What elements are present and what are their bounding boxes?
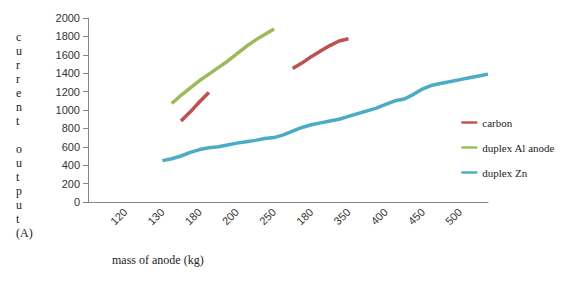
svg-text:1000: 1000 [56, 104, 80, 116]
svg-text:(A): (A) [16, 226, 33, 240]
svg-text:400: 400 [62, 159, 80, 171]
svg-text:600: 600 [62, 141, 80, 153]
svg-text:n: n [16, 100, 22, 114]
svg-text:0: 0 [74, 196, 80, 208]
svg-text:r: r [16, 72, 20, 86]
svg-text:120: 120 [108, 206, 129, 227]
svg-text:duplex Al anode: duplex Al anode [482, 142, 554, 154]
svg-text:t: t [16, 170, 20, 184]
svg-text:mass of anode (kg): mass of anode (kg) [112, 253, 204, 267]
svg-text:r: r [16, 58, 20, 72]
svg-text:p: p [16, 184, 22, 198]
svg-text:200: 200 [62, 178, 80, 190]
svg-text:2000: 2000 [56, 12, 80, 24]
svg-text:200: 200 [220, 206, 241, 227]
svg-text:u: u [16, 198, 22, 212]
svg-text:carbon: carbon [482, 117, 512, 129]
svg-text:c: c [16, 30, 21, 44]
svg-text:t: t [16, 114, 20, 128]
svg-text:180: 180 [294, 206, 315, 227]
svg-text:800: 800 [62, 122, 80, 134]
svg-text:1800: 1800 [56, 30, 80, 42]
svg-text:500: 500 [443, 206, 464, 227]
svg-text:450: 450 [406, 206, 427, 227]
svg-text:130: 130 [145, 206, 166, 227]
svg-text:250: 250 [257, 206, 278, 227]
svg-text:1200: 1200 [56, 86, 80, 98]
svg-text:u: u [16, 44, 22, 58]
svg-text:duplex Zn: duplex Zn [482, 167, 527, 179]
svg-text:t: t [16, 212, 20, 226]
svg-text:180: 180 [182, 206, 203, 227]
svg-text:u: u [16, 156, 22, 170]
svg-text:350: 350 [331, 206, 352, 227]
svg-text:1600: 1600 [56, 49, 80, 61]
svg-text:400: 400 [368, 206, 389, 227]
svg-text:e: e [16, 86, 21, 100]
svg-text:o: o [16, 142, 22, 156]
svg-text:1400: 1400 [56, 67, 80, 79]
